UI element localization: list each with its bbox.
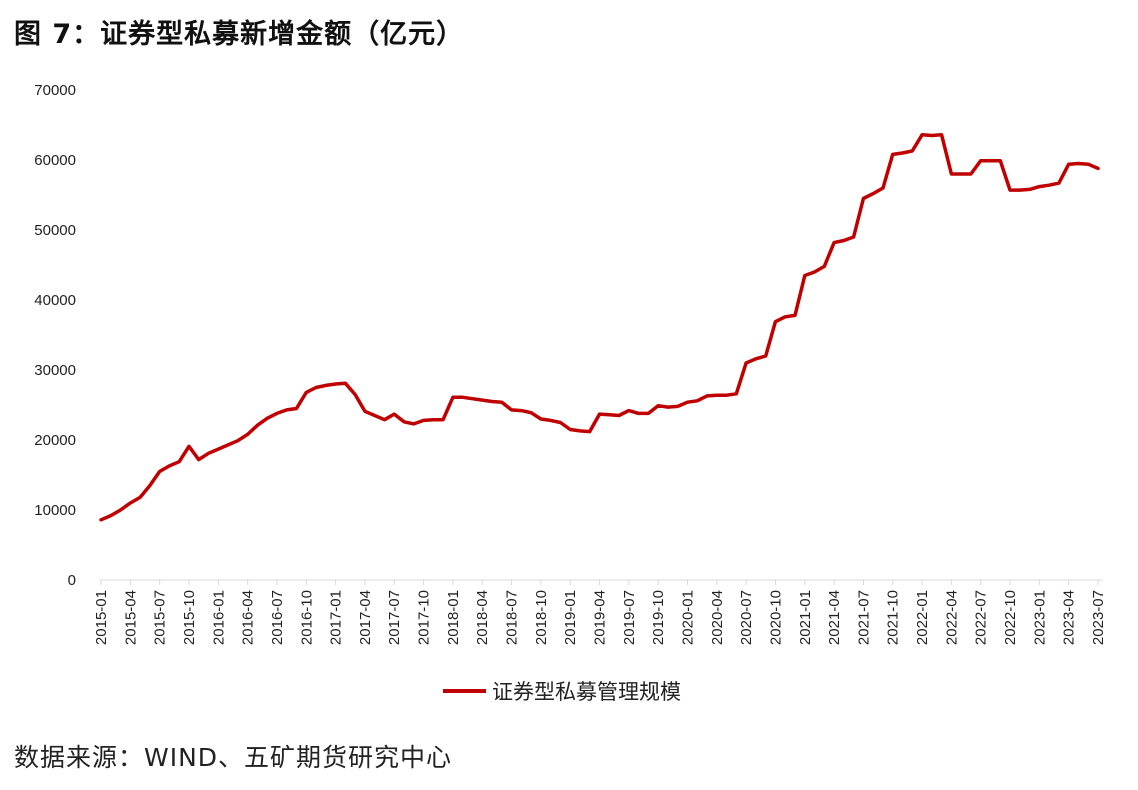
x-tick-label: 2018-04 (474, 590, 491, 645)
x-tick-label: 2020-01 (679, 590, 696, 645)
x-tick-label: 2023-04 (1061, 590, 1078, 645)
x-tick-label: 2020-04 (709, 590, 726, 645)
y-tick-label: 10000 (34, 502, 76, 519)
x-tick-label: 2023-07 (1090, 590, 1107, 645)
x-tick-label: 2019-04 (592, 590, 609, 645)
x-tick-label: 2016-10 (298, 590, 315, 645)
x-tick-label: 2022-10 (1002, 590, 1019, 645)
x-tick-label: 2021-10 (885, 590, 902, 645)
x-tick-label: 2019-10 (650, 590, 667, 645)
x-tick-label: 2017-10 (416, 590, 433, 645)
series-line-private-fund-aum (99, 133, 1100, 522)
legend-label: 证券型私募管理规模 (492, 680, 681, 704)
x-tick-label: 2023-01 (1031, 590, 1048, 645)
x-tick-label: 2020-10 (767, 590, 784, 645)
y-tick-label: 20000 (34, 432, 76, 449)
x-tick-label: 2018-07 (504, 590, 521, 645)
line-chart: 0 10000 20000 30000 40000 50000 60000 70000 201… (34, 82, 1107, 645)
y-tick-label: 40000 (34, 292, 76, 309)
y-tick-label: 50000 (34, 222, 76, 239)
x-tick-label: 2021-01 (797, 590, 814, 645)
chart-title: 图 7：证券型私募新增金额（亿元） (14, 19, 465, 50)
x-tick-label: 2021-07 (855, 590, 872, 645)
x-tick-label: 2015-10 (181, 590, 198, 645)
x-tick-label: 2015-01 (93, 590, 110, 645)
x-tick-label: 2018-10 (533, 590, 550, 645)
x-tick-label: 2022-07 (973, 590, 990, 645)
x-tick-label: 2017-07 (386, 590, 403, 645)
legend: 证券型私募管理规模 (443, 676, 681, 706)
x-tick-label: 2022-04 (943, 590, 960, 645)
y-tick-label: 0 (68, 572, 76, 589)
x-tick-label: 2021-04 (826, 590, 843, 645)
x-tick-label: 2016-01 (210, 590, 227, 645)
x-tick-label: 2016-04 (240, 590, 257, 645)
x-tick-label: 2017-04 (357, 590, 374, 645)
y-axis: 0 10000 20000 30000 40000 50000 60000 70000 (34, 82, 76, 589)
x-tick-label: 2017-01 (328, 590, 345, 645)
data-source-note: 数据来源：WIND、五矿期货研究中心 (14, 743, 453, 772)
x-tick-label: 2018-01 (445, 590, 462, 645)
x-tick-label: 2022-01 (914, 590, 931, 645)
legend-line-swatch (443, 689, 486, 693)
y-tick-label: 30000 (34, 362, 76, 379)
y-tick-label: 60000 (34, 152, 76, 169)
x-tick-label: 2016-07 (269, 590, 286, 645)
y-tick-label: 70000 (34, 82, 76, 99)
x-axis: 2015-01 2015-04 2015-07 2015-10 2016-01 2016-… (93, 580, 1107, 645)
x-tick-label: 2020-07 (738, 590, 755, 645)
x-tick-label: 2015-07 (152, 590, 169, 645)
x-tick-label: 2015-04 (122, 590, 139, 645)
x-tick-label: 2019-07 (621, 590, 638, 645)
x-tick-label: 2019-01 (562, 590, 579, 645)
